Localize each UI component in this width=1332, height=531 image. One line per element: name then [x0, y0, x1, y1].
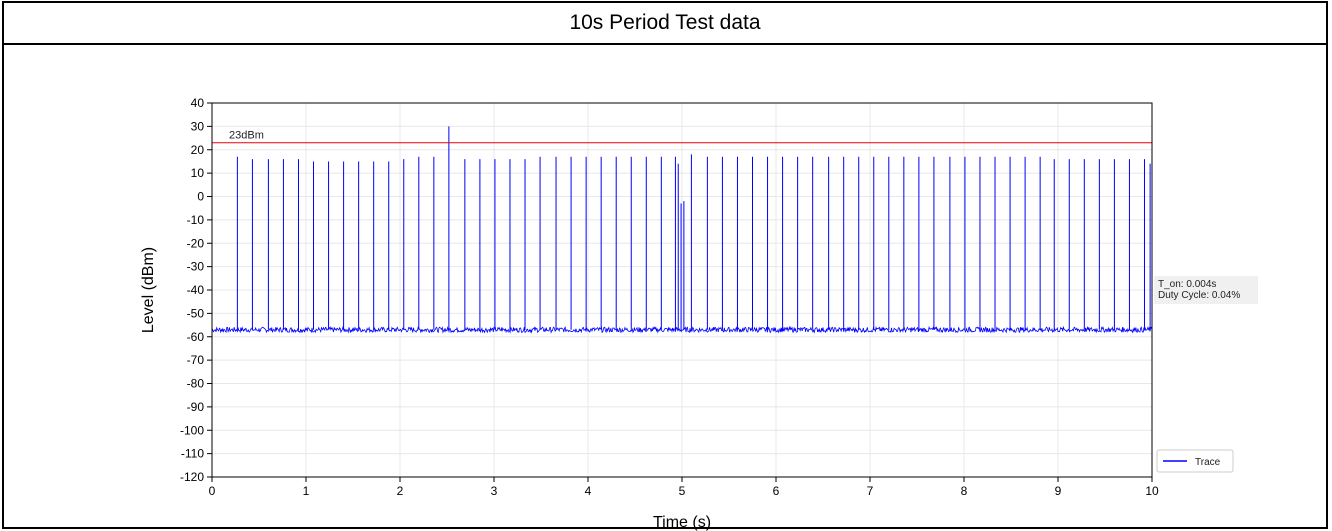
y-tick-label: 20 [191, 143, 205, 157]
y-tick-label: -120 [180, 470, 204, 484]
annotation-text: Duty Cycle: 0.04% [1158, 290, 1240, 301]
x-tick-label: 8 [961, 484, 968, 498]
y-tick-label: 30 [191, 119, 205, 133]
y-tick-label: -50 [187, 306, 205, 320]
x-tick-label: 3 [491, 484, 498, 498]
y-tick-label: -90 [187, 400, 205, 414]
x-tick-label: 6 [773, 484, 780, 498]
x-tick-label: 1 [303, 484, 310, 498]
x-tick-label: 9 [1055, 484, 1062, 498]
legend-box [1156, 449, 1234, 473]
x-tick-label: 4 [585, 484, 592, 498]
threshold-label: 23dBm [229, 130, 264, 142]
x-tick-label: 7 [867, 484, 874, 498]
y-tick-label: -40 [187, 283, 205, 297]
x-tick-label: 10 [1145, 484, 1159, 498]
x-axis-label: Time (s) [653, 514, 711, 531]
page-title: 10s Period Test data [4, 3, 1326, 45]
y-tick-label: -110 [181, 447, 204, 461]
trace-noise-floor [211, 325, 1153, 334]
y-tick-label: -80 [187, 377, 205, 391]
x-tick-label: 5 [679, 484, 686, 498]
x-tick-label: 2 [397, 484, 404, 498]
annotation-text: T_on: 0.004s [1158, 279, 1216, 290]
y-tick-label: -30 [187, 260, 205, 274]
y-tick-label: -100 [180, 423, 204, 437]
annotation-box [1154, 276, 1258, 304]
y-tick-label: -60 [187, 330, 205, 344]
y-tick-label: -70 [187, 353, 205, 367]
legend-label: Trace [1195, 457, 1221, 468]
y-tick-label: 0 [197, 190, 204, 204]
x-tick-label: 0 [209, 484, 216, 498]
y-axis-label: Level (dBm) [140, 247, 157, 333]
y-tick-label: 40 [191, 96, 205, 110]
y-tick-label: 10 [191, 166, 205, 180]
y-tick-label: -20 [187, 236, 205, 250]
y-tick-label: -10 [187, 213, 205, 227]
